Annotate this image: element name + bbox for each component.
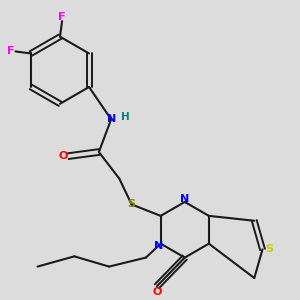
Text: S: S [128,200,136,209]
Text: H: H [121,112,130,122]
Text: N: N [106,114,116,124]
Text: N: N [154,241,163,251]
Text: O: O [58,151,68,161]
Text: S: S [266,244,273,254]
Text: F: F [58,12,66,22]
Text: N: N [180,194,189,204]
Text: F: F [7,46,14,56]
Text: O: O [152,286,162,296]
